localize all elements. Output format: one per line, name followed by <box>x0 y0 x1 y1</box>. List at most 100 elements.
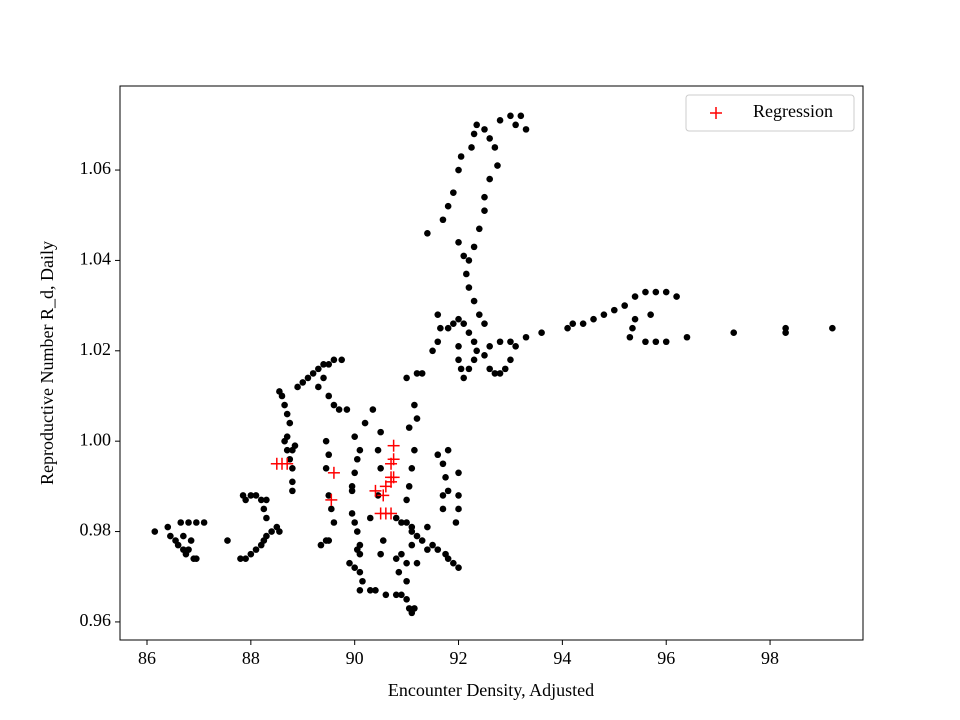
dot <box>351 433 358 440</box>
dot <box>429 541 436 549</box>
dot <box>450 189 457 196</box>
plus-marker <box>385 471 398 484</box>
dot <box>673 293 680 300</box>
dot <box>377 428 384 436</box>
dot <box>424 230 431 237</box>
dot <box>180 532 187 540</box>
dot <box>408 528 416 535</box>
dot <box>348 510 356 517</box>
dot <box>366 514 374 522</box>
dot <box>444 324 452 332</box>
dot <box>411 401 418 409</box>
dot <box>398 519 405 526</box>
dot <box>621 302 628 309</box>
plus-marker <box>377 489 390 502</box>
dot <box>252 546 260 553</box>
dot <box>468 144 475 151</box>
dot <box>330 519 338 526</box>
dot <box>392 555 400 562</box>
dot <box>348 483 356 490</box>
dot <box>496 117 504 124</box>
dot <box>359 577 366 585</box>
dot <box>424 546 431 553</box>
plus-marker <box>387 439 400 452</box>
dot <box>460 374 468 382</box>
dot <box>356 568 364 576</box>
dot <box>372 586 379 594</box>
plus-marker <box>327 466 340 479</box>
dot <box>408 541 416 549</box>
dot <box>473 347 481 355</box>
dot <box>185 519 192 526</box>
dot <box>437 324 444 332</box>
dot <box>439 505 447 513</box>
dot <box>450 320 457 327</box>
dot <box>452 519 460 526</box>
dot <box>237 555 244 562</box>
dot <box>286 419 294 427</box>
dot <box>411 446 418 454</box>
dot <box>283 446 291 454</box>
dot <box>405 483 413 490</box>
dot <box>268 528 275 535</box>
dot <box>481 207 488 215</box>
dot <box>343 406 351 413</box>
dot <box>356 446 364 454</box>
dot <box>174 541 182 549</box>
dot <box>444 202 452 210</box>
legend-label: Regression <box>753 101 833 121</box>
dot <box>411 605 418 612</box>
x-tick-label: 98 <box>761 648 779 668</box>
dot <box>247 492 255 499</box>
dot <box>398 591 405 599</box>
dot <box>351 469 358 477</box>
dot <box>374 446 382 454</box>
dot <box>481 126 488 133</box>
y-tick-label: 0.96 <box>80 610 112 630</box>
dot <box>413 370 421 377</box>
dot <box>491 144 499 151</box>
dot <box>463 270 470 278</box>
dot <box>465 365 473 373</box>
dot <box>517 112 525 120</box>
dot <box>418 370 426 377</box>
dot <box>444 487 452 495</box>
dot <box>429 347 436 355</box>
dot <box>413 532 421 540</box>
dot <box>377 464 384 472</box>
dot <box>392 591 400 599</box>
dot <box>200 519 208 526</box>
dot <box>501 365 509 373</box>
dot <box>315 365 322 373</box>
dot <box>829 324 836 332</box>
dot <box>242 555 249 562</box>
dot <box>470 338 478 346</box>
dot <box>522 126 530 133</box>
dot <box>647 311 654 318</box>
plus-marker <box>385 507 398 520</box>
dot <box>351 519 358 526</box>
x-tick-label: 92 <box>450 648 468 668</box>
dot <box>683 333 691 341</box>
dot <box>538 329 545 337</box>
dot <box>455 469 462 477</box>
dot <box>322 537 330 544</box>
dot <box>507 338 514 346</box>
dot <box>224 537 231 544</box>
dot <box>403 496 410 504</box>
dot <box>361 419 369 427</box>
dot <box>465 284 473 291</box>
dot <box>405 424 413 431</box>
dot <box>257 496 265 504</box>
dot <box>177 519 185 526</box>
dot <box>151 528 159 535</box>
dot <box>413 559 421 567</box>
dot <box>322 437 330 445</box>
dot <box>330 356 338 364</box>
dot <box>475 225 483 233</box>
dot <box>413 415 421 422</box>
dot <box>470 243 478 251</box>
dot <box>304 374 312 382</box>
dot <box>185 546 192 553</box>
dot <box>398 550 405 558</box>
